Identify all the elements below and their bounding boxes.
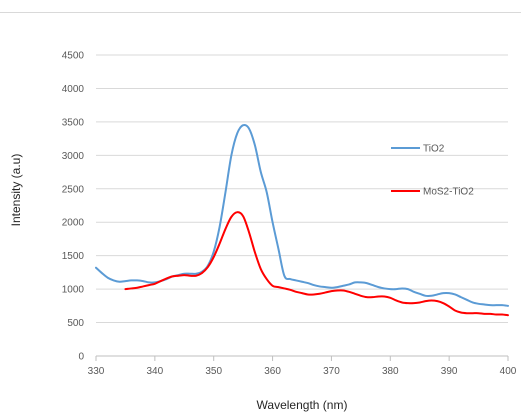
y-tick-label: 4000 [62,84,85,95]
top-divider [0,12,521,13]
x-tick-label: 380 [382,366,399,377]
x-tick-label: 360 [264,366,281,377]
x-tick-label: 330 [88,366,105,377]
series-lines [95,123,509,317]
x-tick-label: 350 [205,366,222,377]
y-axis-ticks: 0 500 1000 1500 2000 2500 3000 3500 4000 4500 [62,51,85,363]
gridlines [96,54,508,324]
y-tick-label: 3000 [62,151,85,162]
y-tick-label: 0 [78,352,84,363]
y-tick-label: 1500 [62,251,85,262]
y-axis-title: Intensity (a.u) [9,154,23,227]
y-tick-label: 2500 [62,184,85,195]
x-axis-ticks: 330 340 350 360 370 380 390 400 [88,356,517,377]
x-tick-label: 340 [147,366,164,377]
y-tick-label: 1000 [62,285,85,296]
series-line-mos2-tio2 [124,211,509,317]
y-tick-label: 4500 [62,51,85,62]
legend-label: TiO2 [423,144,445,155]
y-tick-label: 2000 [62,218,85,229]
y-tick-label: 3500 [62,117,85,128]
y-tick-label: 500 [67,318,84,329]
x-axis-title: Wavelength (nm) [257,398,348,412]
x-tick-label: 370 [323,366,340,377]
legend-label: MoS2-TiO2 [423,187,474,198]
series-line-tio2 [95,123,509,307]
legend: TiO2 MoS2-TiO2 [391,144,474,198]
x-tick-label: 400 [500,366,517,377]
x-tick-label: 390 [441,366,458,377]
